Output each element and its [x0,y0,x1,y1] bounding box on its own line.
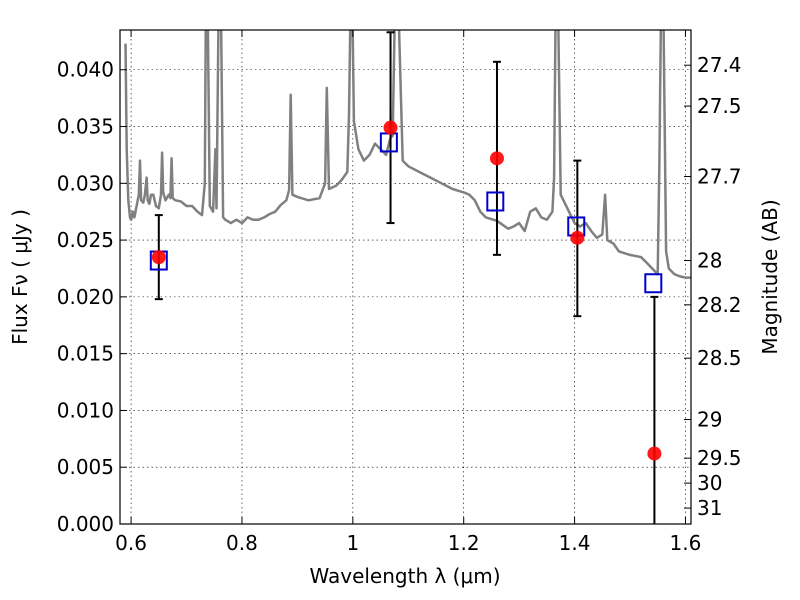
y2-tick-label: 27.4 [697,53,742,77]
spectrum-line [124,30,691,279]
y-tick-label: 0.020 [57,285,114,309]
y2-tick-label: 29 [697,408,722,432]
y2-tick-label: 28.2 [697,293,742,317]
y2-tick-label: 27.5 [697,94,742,118]
tick-marks: 0.6 0.8 1 1.2 1.4 1.6 0.000 0.005 0.010 0.015 0.02… [57,30,742,555]
plot-background [120,30,691,524]
observed-point [151,250,166,265]
y2-tick-label: 28 [697,249,722,273]
y-tick-label: 0.030 [57,171,114,195]
observed-point [647,446,662,461]
y-tick-label: 0.025 [57,228,114,252]
y2-tick-label: 27.7 [697,164,742,188]
y-tick-label: 0.015 [57,342,114,366]
x-axis-title: Wavelength λ (μm) [309,564,500,588]
y2-tick-label: 30 [697,471,722,495]
y-tick-label: 0.000 [57,512,114,536]
plot-frame [119,29,692,525]
y-tick-label: 0.010 [57,398,114,422]
x-tick-label: 1.2 [448,531,480,555]
x-tick-label: 1 [346,531,359,555]
x-tick-label: 0.6 [115,531,147,555]
y2-tick-label: 29.5 [697,446,742,470]
observed-point [489,151,504,166]
y2-tick-label: 31 [697,496,722,520]
data-layer [124,30,691,524]
x-tick-label: 1.6 [670,531,702,555]
observed-point [570,230,585,245]
observed-point [383,120,398,135]
y2-axis-title: Magnitude (AB) [758,199,782,354]
model-square-point [486,191,505,212]
x-tick-label: 1.4 [559,531,591,555]
y-axis-title: Flux Fν ( μJy ) [8,209,32,345]
y2-tick-label: 28.5 [697,346,742,370]
x-tick-label: 0.8 [226,531,258,555]
y-tick-label: 0.035 [57,115,114,139]
y-tick-label: 0.040 [57,58,114,82]
y-tick-label: 0.005 [57,455,114,479]
model-square-point [644,273,663,294]
